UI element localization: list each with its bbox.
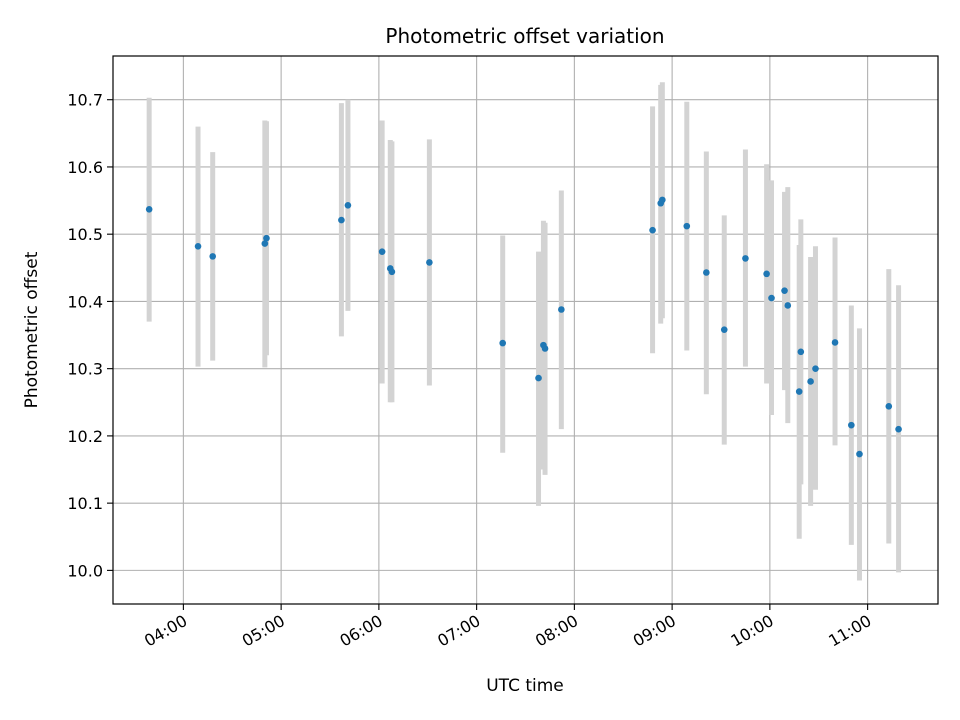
data-point: [812, 365, 819, 372]
data-point: [261, 240, 269, 247]
data-point: [768, 294, 775, 302]
data-point: [209, 253, 217, 260]
data-point: [807, 378, 814, 385]
y-axis-label: Photometric offset: [22, 251, 42, 408]
data-point: [426, 259, 433, 266]
data-point: [784, 302, 792, 309]
chart-title: Photometric offset variation: [385, 24, 664, 48]
data-point: [145, 206, 153, 213]
y-tick-label: 10.4: [67, 292, 103, 311]
data-point: [558, 306, 565, 313]
data-point: [344, 201, 352, 209]
data-point: [895, 425, 902, 433]
data-point: [659, 196, 666, 204]
data-points: [145, 196, 902, 458]
y-axis: 10.0 10.1 10.2 10.3 10.4 10.5 10.6 10.7: [67, 91, 113, 580]
y-tick-label: 10.1: [67, 494, 103, 513]
data-point: [742, 255, 749, 262]
y-tick-label: 10.3: [67, 360, 103, 379]
data-point: [378, 248, 386, 255]
data-point: [781, 287, 788, 294]
data-point: [797, 348, 805, 356]
data-point: [338, 216, 345, 224]
plot-frame: [112, 55, 939, 605]
x-axis-label: UTC time: [486, 676, 564, 696]
data-point: [499, 339, 506, 347]
data-point: [535, 374, 542, 382]
data-point: [194, 242, 202, 250]
data-point: [831, 339, 839, 346]
data-point: [683, 222, 691, 230]
y-tick-label: 10.0: [67, 561, 103, 580]
data-point: [541, 345, 549, 352]
data-point: [388, 268, 396, 276]
data-point: [649, 226, 656, 234]
data-point: [763, 270, 770, 278]
data-point: [795, 388, 803, 395]
plot-area: [112, 55, 939, 605]
data-point: [263, 234, 270, 242]
y-tick-label: 10.5: [67, 225, 103, 244]
y-tick-label: 10.2: [67, 427, 103, 446]
y-tick-label: 10.6: [67, 158, 103, 177]
y-tick-label: 10.7: [67, 91, 103, 110]
data-point: [720, 326, 728, 333]
data-point: [848, 421, 855, 429]
data-point: [885, 403, 893, 410]
data-point: [703, 269, 710, 276]
data-point: [856, 450, 863, 458]
